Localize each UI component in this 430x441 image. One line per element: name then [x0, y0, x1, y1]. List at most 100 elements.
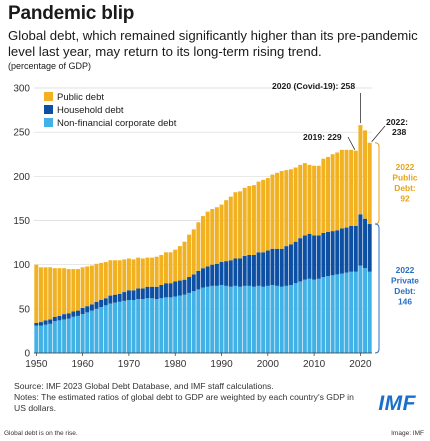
bracket-label: 2022: [396, 265, 415, 275]
bar-segment: [177, 246, 182, 281]
bar-segment: [270, 248, 275, 285]
bar-segment: [344, 272, 349, 353]
bar-segment: [99, 307, 104, 353]
legend-swatch: [44, 92, 53, 101]
bar-segment: [103, 298, 108, 306]
bar-segment: [154, 256, 159, 287]
bar-segment: [168, 283, 173, 298]
bar-segment: [108, 260, 113, 296]
bar-segment: [228, 196, 233, 261]
bar-segment: [150, 286, 155, 299]
y-tick-label: 150: [13, 216, 30, 227]
bar-segment: [275, 285, 280, 353]
bar-segment: [233, 192, 238, 259]
bar-segment: [349, 271, 354, 353]
bar-segment: [358, 125, 363, 215]
bar-segment: [136, 299, 141, 353]
bar-segment: [168, 252, 173, 284]
bar-segment: [191, 291, 196, 353]
bar-segment: [205, 211, 210, 267]
bar-segment: [265, 250, 270, 286]
bar-segment: [201, 287, 205, 353]
chart-title: Pandemic blip: [8, 3, 135, 24]
bar-segment: [219, 262, 224, 285]
bar-segment: [302, 279, 307, 353]
bar-segment: [353, 271, 358, 353]
bar-segment: [288, 284, 293, 353]
bar-segment: [196, 289, 201, 353]
bracket-label: 92: [400, 194, 410, 204]
bar-segment: [131, 300, 136, 353]
bar-segment: [219, 204, 224, 263]
bar-segment: [261, 252, 266, 287]
bar-segment: [326, 231, 331, 277]
x-tick-label: 2020: [349, 359, 372, 370]
bar-segment: [210, 209, 215, 265]
bar-segment: [238, 258, 243, 287]
bar-segment: [173, 249, 178, 282]
bar-segment: [38, 267, 43, 323]
bar-segment: [224, 261, 229, 286]
bar-segment: [80, 267, 85, 308]
bar-segment: [284, 246, 289, 286]
bar-segment: [275, 248, 280, 286]
bar-segment: [316, 235, 321, 279]
bar-segment: [219, 284, 224, 353]
bar-segment: [293, 241, 298, 284]
y-tick-label: 50: [19, 304, 31, 315]
bar-segment: [242, 255, 247, 286]
y-tick-label: 0: [24, 349, 30, 360]
bar-segment: [163, 252, 168, 284]
bar-segment: [94, 308, 99, 353]
image-caption: Global debt is on the rise.: [4, 430, 78, 437]
bar-segment: [85, 306, 90, 313]
bar-segment: [251, 254, 256, 287]
bar-segment: [154, 286, 159, 300]
bar-segment: [284, 285, 289, 353]
bar-segment: [242, 285, 247, 353]
bar-segment: [75, 269, 80, 311]
bar-segment: [284, 170, 289, 247]
bar-segment: [136, 288, 141, 300]
bar-segment: [270, 284, 275, 353]
bar-segment: [210, 285, 215, 353]
annotation-leader: [371, 125, 386, 142]
bar-segment: [131, 259, 136, 291]
bar-segment: [48, 323, 53, 353]
annotation-2020: 2020 (Covid-19): 258: [272, 81, 355, 91]
bracket-label: Debt:: [394, 183, 415, 193]
bar-segment: [344, 149, 349, 228]
bar-segment: [168, 297, 173, 353]
bar-segment: [94, 301, 99, 309]
legend-label: Non-financial corporate debt: [57, 118, 177, 129]
bar-segment: [210, 264, 215, 286]
bar-segment: [80, 307, 85, 315]
bar-segment: [335, 152, 340, 231]
bar-segment: [191, 229, 196, 275]
bar-segment: [339, 228, 344, 274]
bar-segment: [279, 171, 284, 249]
bar-segment: [214, 207, 219, 264]
bracket: [374, 223, 380, 354]
x-tick-label: 1980: [164, 359, 187, 370]
bar-segment: [335, 230, 340, 275]
bar-segment: [62, 319, 67, 353]
bar-segment: [339, 149, 344, 229]
debt-chart: 0 50 100 150 200 250 300 1950 1960 1970 1980 1990 20…: [13, 81, 419, 370]
bar-segment: [242, 187, 247, 256]
bar-segment: [117, 293, 122, 302]
bar-segment: [52, 268, 57, 317]
y-tick-label: 300: [13, 84, 30, 95]
bar-segment: [34, 264, 39, 323]
bar-segment: [163, 283, 168, 298]
bar-segment: [233, 285, 238, 353]
bar-segment: [302, 235, 307, 280]
bar-segment: [214, 263, 219, 286]
bar-segment: [312, 235, 317, 280]
bar-segment: [75, 315, 80, 353]
bar-segment: [224, 285, 229, 353]
bar-segment: [85, 266, 90, 307]
bar-segment: [191, 274, 196, 292]
image-credit: Image: IMF: [391, 430, 424, 437]
annotation-2019: 2019: 229: [303, 132, 342, 142]
